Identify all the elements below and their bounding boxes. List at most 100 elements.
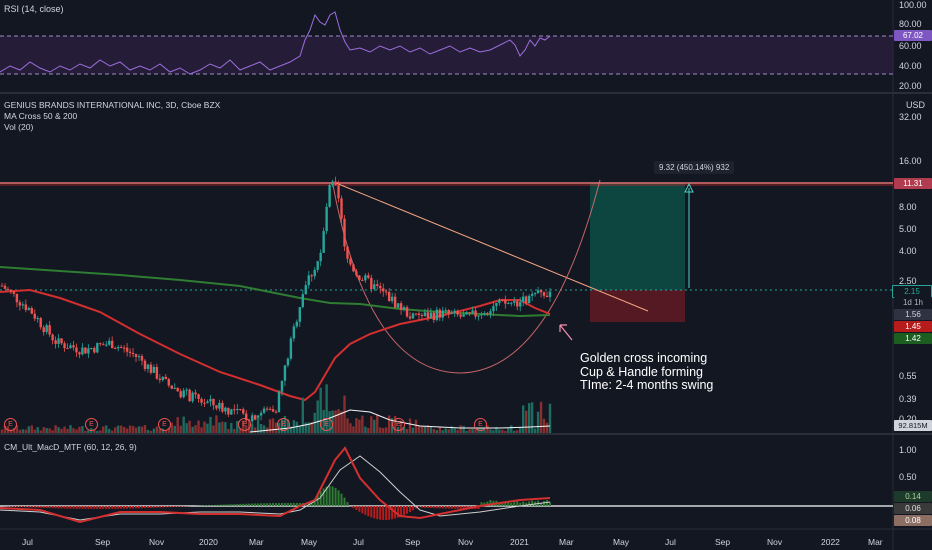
macd-hist-bar (254, 503, 257, 506)
candle-body (390, 296, 394, 302)
earnings-marker-icon[interactable]: E (277, 418, 290, 431)
candle-body (373, 284, 376, 290)
volume-bar (140, 426, 144, 433)
earnings-marker-icon[interactable]: E (320, 418, 333, 431)
candle-body (191, 392, 194, 402)
macd-hist-bar (51, 506, 54, 509)
time-label: May (613, 537, 630, 547)
volume-bar (453, 428, 456, 433)
candle-body (402, 307, 406, 310)
volume-bar (432, 428, 436, 433)
volume-bar (60, 428, 63, 433)
candle-body (102, 344, 105, 346)
macd-hist-bar (63, 506, 66, 509)
volume-bar (498, 429, 501, 433)
macd-hist-bar (423, 506, 426, 508)
candle-body (319, 252, 322, 262)
price-axis-0-39: 0.39 (899, 394, 917, 404)
macd-hist-bar (429, 506, 432, 509)
macd-hist-bar (54, 506, 57, 509)
volume-bar (134, 427, 138, 433)
volume-bar (510, 425, 513, 433)
candle-body (54, 340, 57, 344)
volume-bar (227, 428, 230, 433)
macd-hist-bar (519, 502, 522, 506)
candle-body (128, 351, 132, 353)
earnings-marker-icon[interactable]: E (158, 418, 171, 431)
macd-hist-bar (283, 503, 286, 506)
rsi-axis-80: 80.00 (899, 19, 922, 29)
macd-hist-bar (105, 506, 108, 509)
candle-body (417, 313, 421, 316)
volume-bar (382, 428, 385, 433)
macd-hist-bar (239, 503, 242, 506)
volume-bar (545, 422, 549, 433)
macd-hist-bar (531, 500, 534, 506)
candle-body (477, 315, 480, 317)
macd-hist-bar (370, 506, 373, 518)
volume-bar (194, 425, 197, 433)
time-label: Jul (22, 537, 33, 547)
macd-title[interactable]: CM_Ult_MacD_MTF (60, 12, 26, 9) (4, 442, 137, 452)
macd-axis-1: 1.00 (899, 445, 917, 455)
macd-hist-bar (230, 504, 233, 506)
candle-body (161, 376, 165, 381)
candle-body (277, 391, 281, 413)
volume-bar (384, 427, 388, 433)
candle-body (343, 218, 346, 247)
macd-hist-bar (155, 506, 158, 508)
macd-hist-bar (152, 506, 155, 508)
macd-hist-bar (69, 506, 72, 509)
volume-bar (113, 427, 117, 433)
macd-tag-1: 0.14 (894, 491, 932, 502)
volume-bar (337, 409, 340, 433)
volume-bar (12, 428, 16, 433)
volume-bar (218, 422, 221, 433)
macd-hist-bar (391, 506, 394, 520)
ma-cross-legend[interactable]: MA Cross 50 & 200 (4, 111, 78, 121)
volume-bar (408, 418, 412, 433)
volume-bar (21, 429, 25, 433)
trade-annotation: Golden cross incoming Cup & Handle formi… (580, 351, 713, 393)
candle-body (146, 364, 150, 369)
volume-bar (435, 430, 439, 433)
macd-hist-bar (72, 506, 75, 509)
volume-bar (325, 384, 328, 433)
macd-hist-bar (489, 500, 492, 506)
volume-bar (405, 428, 409, 433)
symbol-title[interactable]: GENIUS BRANDS INTERNATIONAL INC, 3D, Cbo… (4, 100, 221, 110)
candle-body (45, 325, 48, 333)
macd-hist-bar (507, 501, 510, 506)
earnings-marker-icon[interactable]: E (392, 418, 405, 431)
candle-body (507, 302, 510, 304)
earnings-marker-icon[interactable]: E (238, 418, 251, 431)
volume-bar (176, 417, 179, 433)
earnings-marker-icon[interactable]: E (4, 418, 17, 431)
macd-hist-bar (18, 506, 21, 507)
macd-hist-bar (269, 503, 272, 506)
macd-hist-bar (215, 504, 218, 506)
macd-hist-bar (39, 506, 42, 508)
candle-body (239, 408, 242, 410)
volume-bar (411, 427, 415, 433)
volume-legend[interactable]: Vol (20) (4, 122, 34, 132)
macd-hist-bar (516, 500, 519, 506)
candle-body (93, 348, 96, 353)
resistance-price-tag: 11.31 (894, 178, 932, 189)
volume-bar (239, 428, 242, 433)
earnings-marker-icon[interactable]: E (474, 418, 487, 431)
macd-hist-bar (218, 504, 221, 506)
candle-body (405, 307, 409, 317)
macd-hist-bar (367, 506, 370, 517)
volume-bar (423, 426, 427, 433)
candle-body (140, 356, 144, 361)
candle-body (119, 346, 123, 348)
candle-body (265, 408, 269, 410)
candle-body (322, 231, 325, 253)
macd-hist-bar (173, 506, 176, 507)
macd-hist-bar (462, 506, 465, 509)
candle-body (423, 312, 427, 317)
macd-hist-bar (289, 503, 292, 506)
macd-hist-bar (245, 503, 248, 506)
earnings-marker-icon[interactable]: E (85, 418, 98, 431)
